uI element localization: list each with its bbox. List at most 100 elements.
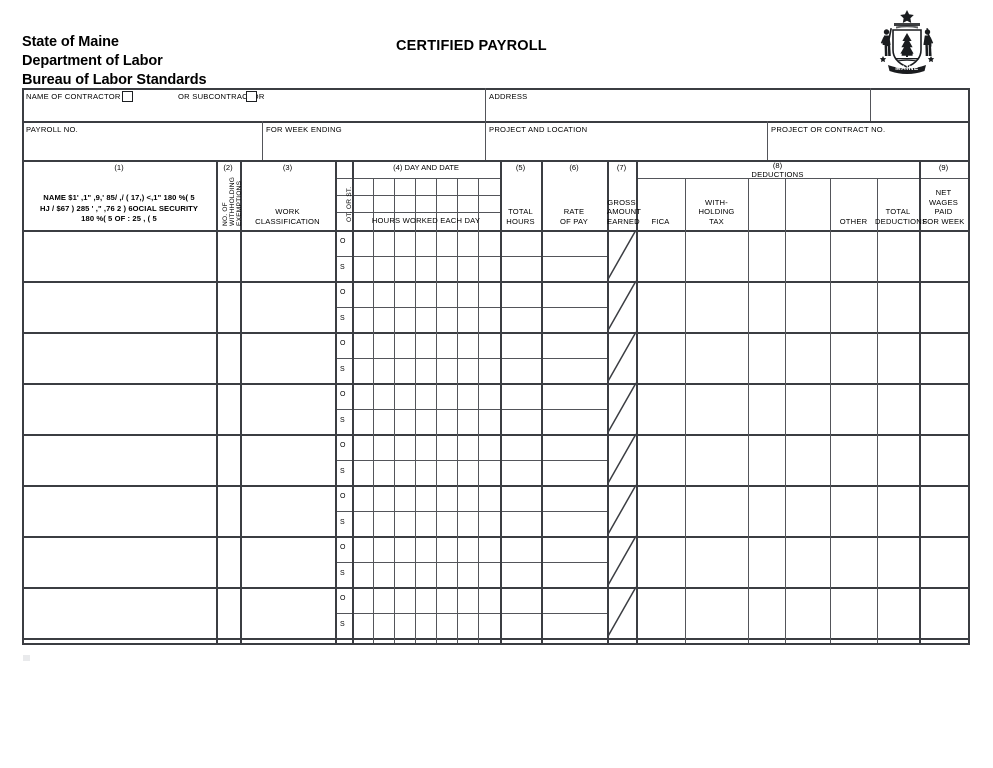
contractor-checkbox[interactable] bbox=[122, 91, 133, 102]
contract-no-label: PROJECT OR CONTRACT NO. bbox=[771, 125, 886, 134]
seal-motto-text: MAINE bbox=[895, 65, 919, 72]
gross-amount-line-2: AMOUNT bbox=[607, 207, 642, 216]
rule-day-3-right bbox=[415, 178, 416, 643]
rule-day-1-right bbox=[373, 178, 374, 643]
rule-col3-right bbox=[335, 160, 337, 643]
page-title: CERTIFIED PAYROLL bbox=[396, 38, 547, 54]
employee-identity-line-3: 180 %( 5 OF : 25 , ( 5 bbox=[81, 214, 157, 223]
week-ending-label: FOR WEEK ENDING bbox=[266, 125, 342, 134]
other-deduction-label: OTHER bbox=[839, 216, 868, 226]
rule-os-split-8 bbox=[335, 612, 607, 614]
overtime-straight-time-label: OT. OR ST. bbox=[346, 186, 353, 222]
rule-os-split-4 bbox=[335, 408, 607, 410]
rule-day-grid-2 bbox=[335, 195, 500, 196]
rule-top bbox=[22, 88, 970, 90]
rule-contract-no-left bbox=[767, 121, 768, 160]
row-6-straight-marker: S bbox=[340, 519, 345, 526]
deductions-label: DEDUCTIONS bbox=[751, 170, 804, 179]
column-number-8: (8) bbox=[772, 161, 783, 170]
row-3-overtime-marker: O bbox=[340, 340, 346, 347]
column-number-4: (4) bbox=[393, 163, 403, 172]
row-4-straight-marker: S bbox=[340, 417, 345, 424]
rule-row-sep-4 bbox=[22, 434, 970, 436]
net-wages-line-4: FOR WEEK bbox=[922, 216, 965, 226]
project-location-label: PROJECT AND LOCATION bbox=[489, 125, 588, 134]
row-8-overtime-marker: O bbox=[340, 595, 346, 602]
row-5-straight-marker: S bbox=[340, 468, 345, 475]
agency-line-state: State of Maine bbox=[22, 34, 119, 50]
row-1-overtime-marker: O bbox=[340, 238, 346, 245]
rate-of-pay-line-1: RATE bbox=[563, 207, 585, 216]
rule-table-bottom bbox=[22, 643, 970, 645]
gross-amount-line-1: GROSS bbox=[607, 197, 636, 207]
rule-os-split-2 bbox=[335, 306, 607, 308]
rule-row-sep-8 bbox=[22, 638, 970, 640]
column-number-5: (5) bbox=[515, 163, 526, 172]
agency-line-department: Department of Labor bbox=[22, 53, 163, 69]
column-number-1: (1) bbox=[114, 163, 124, 172]
rule-row-sep-1 bbox=[22, 281, 970, 283]
withholding-tax-line-1: WITH- bbox=[705, 197, 728, 207]
rule-week-ending-left bbox=[262, 121, 263, 160]
withholding-tax-line-3: TAX bbox=[709, 216, 724, 226]
rate-of-pay-line-2: OF PAY bbox=[560, 216, 588, 226]
payroll-table: NAME OF CONTRACTOR OR SUBCONTRACTOR ADDR… bbox=[22, 88, 970, 645]
rule-header1-bottom bbox=[22, 121, 970, 123]
contractor-name-label: NAME OF CONTRACTOR bbox=[26, 92, 121, 101]
day-and-date-label: DAY AND DATE bbox=[404, 163, 459, 172]
row-2-straight-marker: S bbox=[340, 315, 345, 322]
agency-masthead: State of Maine Department of Labor Burea… bbox=[22, 33, 402, 90]
fica-label: FICA bbox=[651, 216, 670, 226]
total-hours-line-2: HOURS bbox=[506, 216, 535, 226]
rule-withholding-right bbox=[748, 178, 749, 643]
net-wages-line-2: WAGES bbox=[929, 197, 958, 207]
rule-col2-right bbox=[240, 160, 242, 643]
row-4-overtime-marker: O bbox=[340, 391, 346, 398]
row-1-straight-marker: S bbox=[340, 264, 345, 271]
day-and-date-header: (4) DAY AND DATE bbox=[352, 163, 500, 173]
row-5-overtime-marker: O bbox=[340, 442, 346, 449]
agency-line-bureau: Bureau of Labor Standards bbox=[22, 72, 207, 88]
rule-deductions-split bbox=[636, 178, 970, 179]
rule-otst-right bbox=[352, 160, 354, 643]
employee-identity-line-2: HJ / $67 ) 285 ' ," ,76 2 ) 6OCIAL SECUR… bbox=[39, 203, 199, 213]
payroll-no-label: PAYROLL NO. bbox=[26, 125, 78, 134]
column-number-9: (9) bbox=[938, 163, 949, 172]
column-number-3: (3) bbox=[282, 163, 293, 172]
column-number-2: (2) bbox=[223, 163, 233, 172]
row-2-overtime-marker: O bbox=[340, 289, 346, 296]
net-wages-line-1: NET bbox=[935, 188, 952, 197]
work-classification-line-1: WORK bbox=[275, 207, 300, 216]
rule-other-right bbox=[877, 178, 878, 643]
employee-identity-line-1: NAME $1' ,1" ,9,' 85/ ,/ ( 17,) <,1" 180… bbox=[43, 193, 195, 202]
total-hours-line-1: TOTAL bbox=[508, 207, 533, 216]
subcontractor-checkbox[interactable] bbox=[246, 91, 257, 102]
rule-total-deductions-right bbox=[919, 160, 921, 643]
rule-day-7-right bbox=[500, 160, 502, 643]
rule-os-split-7 bbox=[335, 561, 607, 563]
rule-total-hours-right bbox=[541, 160, 543, 643]
total-deductions-line-2: DEDUCTIONS bbox=[875, 216, 928, 226]
subcontractor-label: OR SUBCONTRACTOR bbox=[178, 92, 265, 101]
total-deductions-line-1: TOTAL bbox=[885, 207, 911, 216]
rule-day-4-right bbox=[436, 178, 437, 643]
rule-blank2-right bbox=[830, 178, 831, 643]
rule-day-6-right bbox=[478, 178, 479, 643]
rule-os-split-1 bbox=[335, 255, 607, 257]
rule-right-edge bbox=[968, 88, 970, 643]
rule-address-left bbox=[485, 88, 486, 160]
rule-os-split-6 bbox=[335, 510, 607, 512]
rule-day-2-right bbox=[394, 178, 395, 643]
rule-row-sep-2 bbox=[22, 332, 970, 334]
employee-identity-column-label: NAME $1' ,1" ,9,' 85/ ,/ ( 17,) <,1" 180… bbox=[22, 193, 216, 225]
row-6-overtime-marker: O bbox=[340, 493, 346, 500]
withholding-tax-line-2: HOLDING bbox=[698, 207, 735, 216]
column-number-7: (7) bbox=[616, 163, 627, 172]
rule-os-split-5 bbox=[335, 459, 607, 461]
row-7-overtime-marker: O bbox=[340, 544, 346, 551]
rule-rate-right bbox=[607, 160, 609, 643]
work-classification-line-2: CLASSIFICATION bbox=[255, 216, 320, 226]
address-label: ADDRESS bbox=[489, 92, 528, 101]
rule-blank1-right bbox=[785, 178, 786, 643]
